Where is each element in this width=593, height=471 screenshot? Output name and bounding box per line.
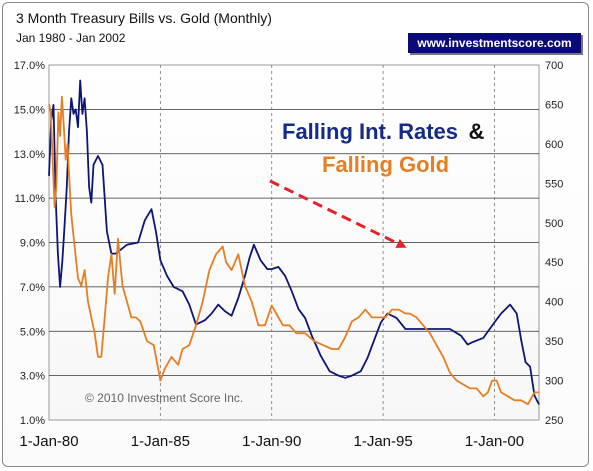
- annotation-ampersand: &: [468, 119, 484, 144]
- series-lines: [48, 79, 540, 406]
- y-left-tick-label: 15.0%: [14, 104, 45, 116]
- y-left-tick-label: 17.0%: [14, 60, 45, 72]
- gold-price-line: [48, 95, 539, 406]
- annotation-line-1: Falling Int. Rates &: [282, 119, 484, 144]
- y-left-tick-label: 3.0%: [20, 371, 45, 383]
- vertical-gridlines: [159, 65, 495, 420]
- y-left-tick-label: 7.0%: [20, 282, 45, 294]
- trend-arrow: [269, 179, 407, 248]
- y-right-tick-label: 500: [545, 218, 563, 230]
- y-left-tick-label: 5.0%: [20, 326, 45, 338]
- copyright-text: © 2010 Investment Score Inc.: [85, 391, 243, 405]
- y-left-tick-label: 1.0%: [20, 415, 45, 427]
- right-axis-ticks: 250 300 350 400 450 500 550 600 650 700: [545, 60, 563, 427]
- left-axis-ticks: 1.0% 3.0% 5.0% 7.0% 9.0% 11.0% 13.0% 15.0% 17.0%: [14, 60, 45, 427]
- y-right-tick-label: 250: [545, 415, 563, 427]
- tbill-rate-line: [48, 79, 540, 405]
- y-right-tick-label: 700: [545, 60, 563, 72]
- x-tick-label: 1-Jan-80: [19, 433, 78, 450]
- chart-title: 3 Month Treasury Bills vs. Gold (Monthly…: [16, 10, 272, 26]
- y-right-tick-label: 600: [545, 139, 563, 151]
- x-tick-label: 1-Jan-85: [131, 433, 190, 450]
- x-tick-label: 1-Jan-90: [242, 433, 301, 450]
- y-right-tick-label: 650: [545, 99, 563, 111]
- y-left-tick-label: 11.0%: [15, 193, 46, 205]
- brand-badge[interactable]: www.investmentscore.com: [408, 33, 581, 53]
- x-tick-label: 1-Jan-95: [353, 433, 412, 450]
- x-axis-ticks: 1-Jan-80 1-Jan-85 1-Jan-90 1-Jan-95 1-Jan-00: [19, 433, 524, 450]
- y-right-tick-label: 400: [545, 297, 563, 309]
- chart-subtitle: Jan 1980 - Jan 2002: [16, 31, 126, 45]
- y-right-tick-label: 450: [545, 257, 563, 269]
- y-left-tick-label: 13.0%: [14, 149, 45, 161]
- y-left-tick-label: 9.0%: [20, 238, 45, 250]
- y-right-tick-label: 550: [545, 178, 563, 190]
- y-right-tick-label: 300: [545, 376, 563, 388]
- annotation-gold: Falling Gold: [322, 152, 449, 177]
- x-tick-label: 1-Jan-00: [465, 433, 524, 450]
- annotation-rates: Falling Int. Rates: [282, 119, 458, 144]
- y-right-tick-label: 350: [545, 336, 563, 348]
